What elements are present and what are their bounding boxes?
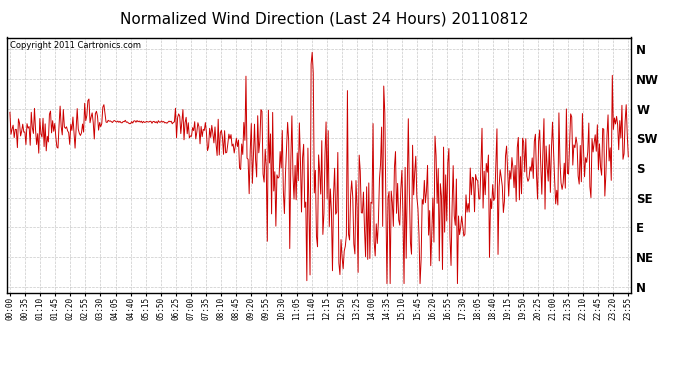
Text: Copyright 2011 Cartronics.com: Copyright 2011 Cartronics.com xyxy=(10,41,141,50)
Text: Normalized Wind Direction (Last 24 Hours) 20110812: Normalized Wind Direction (Last 24 Hours… xyxy=(120,11,529,26)
